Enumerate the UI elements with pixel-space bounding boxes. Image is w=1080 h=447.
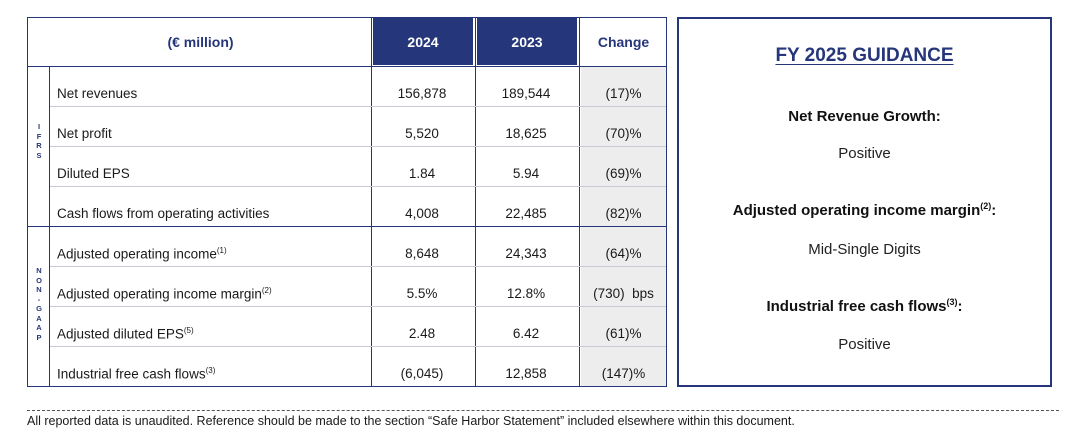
non-gaap-letter: A xyxy=(36,323,42,332)
row-divider xyxy=(50,306,666,307)
table-row: Cash flows from operating activities 4,0… xyxy=(50,186,666,226)
change-header: Change xyxy=(597,33,650,50)
row-label: Adjusted operating income(1) xyxy=(57,245,227,262)
value-2024: 4,008 xyxy=(405,206,439,221)
footnote-ref: (3) xyxy=(205,365,216,375)
row-label: Net profit xyxy=(57,126,112,141)
row-label: Adjusted operating income margin(2) xyxy=(57,285,272,302)
guidance-item-value: Mid-Single Digits xyxy=(808,241,921,258)
non-gaap-letter: O xyxy=(36,275,42,285)
row-label: Diluted EPS xyxy=(57,166,130,181)
row-divider xyxy=(50,106,666,107)
change-value: (147)% xyxy=(601,366,646,381)
non-gaap-letter: N xyxy=(36,266,42,275)
change-value: (64)% xyxy=(605,246,642,261)
ifrs-letter: I xyxy=(37,122,41,131)
ifrs-section-label: I F R S xyxy=(28,122,50,160)
table-header-row: (€ million) 2024 2023 Change xyxy=(28,18,666,67)
table-row: Adjusted diluted EPS(5) 2.48 6.42 (61)% xyxy=(50,306,666,346)
value-2023: 24,343 xyxy=(505,246,547,261)
financial-results-table: (€ million) 2024 2023 Change I F R S N O… xyxy=(27,17,667,387)
value-2023: 6.42 xyxy=(512,326,540,341)
row-divider xyxy=(50,266,666,267)
column-divider xyxy=(579,18,580,386)
guidance-panel: FY 2025 GUIDANCE Net Revenue Growth: Pos… xyxy=(677,17,1052,387)
change-value: (17)% xyxy=(605,86,642,101)
column-divider xyxy=(371,18,372,386)
table-row: Adjusted operating income(1) 8,648 24,34… xyxy=(50,226,666,266)
row-divider xyxy=(50,186,666,187)
row-label: Industrial free cash flows(3) xyxy=(57,365,216,382)
non-gaap-section-label: N O N - G A A P xyxy=(28,266,50,342)
disclaimer-footnote: All reported data is unaudited. Referenc… xyxy=(27,414,795,428)
ifrs-letter: F xyxy=(36,131,42,141)
section-divider xyxy=(28,226,666,227)
guidance-item-value: Positive xyxy=(838,145,891,162)
value-2024: (6,045) xyxy=(400,366,444,381)
footer-divider xyxy=(27,410,1059,411)
change-value: (70)% xyxy=(605,126,642,141)
value-2023: 12.8% xyxy=(506,286,546,301)
value-2024: 5.5% xyxy=(406,286,438,301)
change-value: (61)% xyxy=(605,326,642,341)
row-divider xyxy=(50,146,666,147)
ifrs-letter: R xyxy=(36,141,42,150)
table-row: Net profit 5,520 18,625 (70)% xyxy=(50,106,666,146)
guidance-item-label: Net Revenue Growth: xyxy=(788,108,941,125)
change-value: (69)% xyxy=(605,166,642,181)
value-2024: 2.48 xyxy=(408,326,436,341)
guidance-item-value: Positive xyxy=(838,336,891,353)
change-value: (730) bps xyxy=(593,286,654,301)
change-value: (82)% xyxy=(605,206,642,221)
non-gaap-letter: G xyxy=(36,304,42,313)
value-2023: 12,858 xyxy=(505,366,547,381)
column-divider xyxy=(475,18,476,386)
value-2024: 5,520 xyxy=(405,126,439,141)
footnote-ref: (5) xyxy=(183,325,194,335)
footnote-ref: (2) xyxy=(261,285,272,295)
non-gaap-letter: A xyxy=(36,313,42,323)
guidance-item-label: Adjusted operating income margin(2): xyxy=(732,201,997,219)
value-2024: 8,648 xyxy=(405,246,439,261)
value-2023: 18,625 xyxy=(505,126,547,141)
year-2023-header: 2023 xyxy=(477,18,577,65)
row-divider xyxy=(50,346,666,347)
value-2023: 5.94 xyxy=(512,166,540,181)
row-label: Adjusted diluted EPS(5) xyxy=(57,325,194,342)
guidance-title: FY 2025 GUIDANCE xyxy=(775,45,954,66)
year-2024-header: 2024 xyxy=(373,18,473,65)
ifrs-letter: S xyxy=(36,150,42,160)
footnote-ref: (1) xyxy=(216,245,227,255)
currency-unit-header: (€ million) xyxy=(167,33,234,50)
row-label: Cash flows from operating activities xyxy=(57,206,270,221)
value-2024: 1.84 xyxy=(408,166,436,181)
table-row: Net revenues 156,878 189,544 (17)% xyxy=(50,66,666,106)
value-2023: 22,485 xyxy=(505,206,547,221)
table-row: Diluted EPS 1.84 5.94 (69)% xyxy=(50,146,666,186)
non-gaap-letter: - xyxy=(37,294,41,304)
row-label: Net revenues xyxy=(57,86,138,101)
table-row: Adjusted operating income margin(2) 5.5%… xyxy=(50,266,666,306)
non-gaap-letter: P xyxy=(36,332,42,342)
value-2023: 189,544 xyxy=(501,86,551,101)
non-gaap-letter: N xyxy=(36,285,42,294)
table-row: Industrial free cash flows(3) (6,045) 12… xyxy=(50,346,666,386)
guidance-item-label: Industrial free cash flows(3): xyxy=(766,297,963,315)
value-2024: 156,878 xyxy=(397,86,447,101)
